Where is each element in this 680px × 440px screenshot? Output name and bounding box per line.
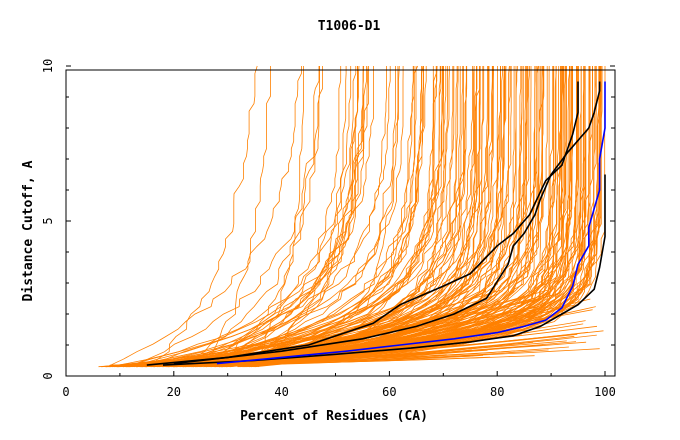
bulk-curve [173, 66, 415, 368]
black-curve-1 [146, 81, 579, 366]
bulk-curve [252, 66, 489, 368]
y-tick-label: 5 [41, 217, 55, 224]
black-curve-3 [162, 174, 606, 366]
x-axis: 0 20 40 60 80 100 [62, 371, 616, 399]
bulk-curve [203, 66, 422, 368]
bulk-curve [107, 66, 302, 368]
bulk-curve [169, 65, 369, 368]
bulk-curve [195, 66, 342, 368]
x-tick-label: 40 [274, 385, 288, 399]
highlight-lines [146, 81, 606, 366]
bulk-curve [195, 66, 567, 368]
bulk-curve [176, 66, 590, 368]
plot-frame [65, 69, 616, 377]
chart-title: T1006-D1 [318, 19, 381, 34]
bulk-curve [204, 66, 271, 367]
x-tick-label: 60 [382, 385, 396, 399]
bulk-curve [200, 66, 367, 368]
bulk-curve [127, 66, 321, 368]
bulk-curve [117, 66, 475, 368]
blue-curve [216, 81, 606, 365]
y-tick-label: 0 [41, 372, 55, 379]
bulk-curve [211, 66, 526, 368]
bulk-curve [173, 66, 467, 368]
x-tick-label: 20 [167, 385, 181, 399]
bulk-curve [246, 66, 532, 368]
bulk-curve [224, 66, 464, 368]
bulk-curve [186, 66, 352, 368]
bulk-curve [174, 66, 570, 368]
bulk-curve [191, 304, 575, 366]
y-axis-label: Distance Cutoff, A [21, 160, 36, 301]
bulk-curve [174, 66, 596, 368]
bulk-curve [154, 66, 425, 368]
bulk-curve [143, 66, 357, 368]
bulk-curve [101, 66, 467, 368]
bulk-curve [249, 66, 448, 368]
bulk-curve [150, 66, 603, 368]
bulk-curve [176, 66, 323, 368]
bulk-curve [214, 66, 554, 368]
bulk-curve [187, 66, 441, 368]
bulk-curve [185, 66, 480, 368]
bulk-curve [247, 66, 347, 368]
black-curve-2 [173, 81, 601, 365]
bulk-curve [205, 65, 419, 368]
bulk-curve [229, 65, 365, 368]
bulk-curve [209, 65, 424, 368]
bulk-curve [242, 66, 564, 368]
x-tick-label: 80 [490, 385, 504, 399]
bulk-curve [222, 66, 459, 368]
y-tick-label: 10 [41, 59, 55, 73]
bulk-curve [166, 66, 414, 368]
bulk-curve [130, 65, 400, 368]
y-axis: 0 5 10 [41, 59, 615, 380]
bulk-curve [248, 66, 488, 368]
x-tick-label: 100 [594, 385, 616, 399]
bulk-curve [150, 65, 258, 367]
bulk-curve [257, 66, 399, 368]
bulk-curve [226, 66, 484, 368]
bulk-curve [159, 66, 444, 368]
bulk-curve [201, 66, 359, 368]
bulk-curve [185, 66, 397, 368]
x-axis-label: Percent of Residues (CA) [240, 409, 428, 424]
bulk-curve [98, 66, 543, 368]
bulk-curve [136, 66, 603, 368]
bulk-curve [123, 66, 530, 368]
x-tick-label: 0 [62, 385, 69, 399]
bulk-curve [116, 66, 442, 368]
bulk-curve [183, 290, 430, 366]
bulk-curve [134, 66, 445, 368]
